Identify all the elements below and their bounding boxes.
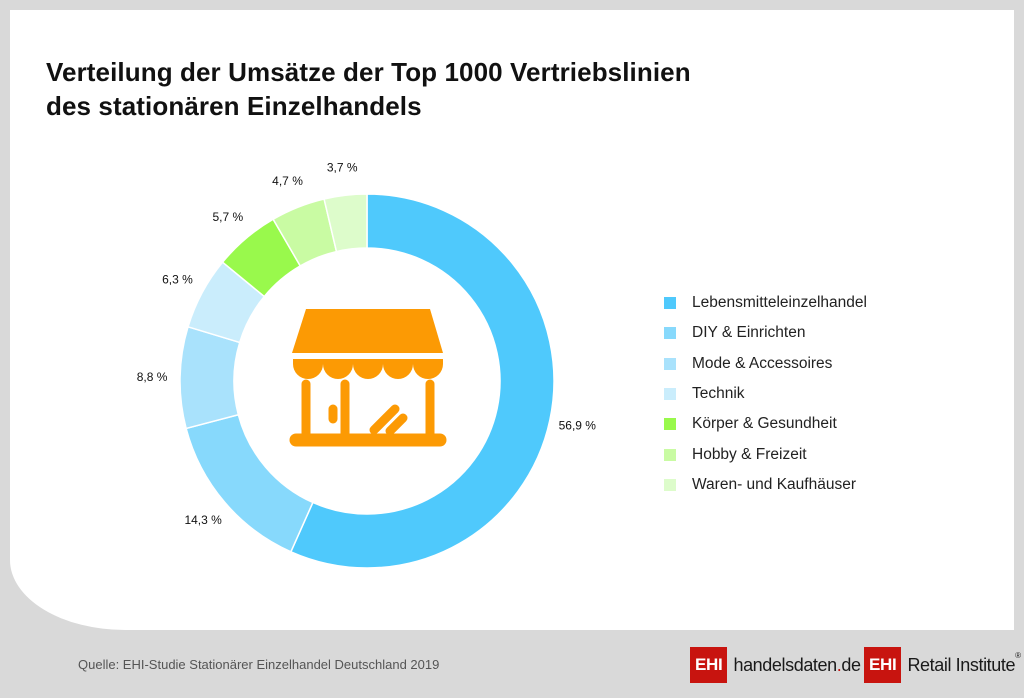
donut-slice-3 bbox=[179, 325, 241, 430]
data-label-6: 4,7 % bbox=[272, 174, 303, 188]
legend-swatch bbox=[664, 418, 676, 431]
legend-swatch bbox=[664, 327, 676, 340]
legend-item: Körper & Gesundheit bbox=[664, 409, 867, 439]
retail-institute-wordmark: Retail Institute® bbox=[907, 651, 1021, 676]
donut-slice-1 bbox=[289, 193, 555, 569]
legend-item: DIY & Einrichten bbox=[664, 318, 867, 348]
legend-item: Waren- und Kaufhäuser bbox=[664, 470, 867, 500]
legend-label: Waren- und Kaufhäuser bbox=[692, 475, 856, 493]
legend-item: Mode & Accessoires bbox=[664, 349, 867, 379]
legend-label: Hobby & Freizeit bbox=[692, 445, 807, 463]
data-label-3: 8,8 % bbox=[137, 370, 168, 384]
legend-item: Lebensmitteleinzelhandel bbox=[664, 288, 867, 318]
data-label-5: 5,7 % bbox=[212, 210, 243, 224]
chart-title: Verteilung der Umsätze der Top 1000 Vert… bbox=[46, 55, 691, 123]
registered-mark: ® bbox=[1015, 650, 1021, 660]
donut-data-labels: 56,9 % 14,3 % 8,8 % 6,3 % 5,7 % 4,7 % 3,7 % bbox=[137, 160, 597, 527]
wordmark-dot: . bbox=[836, 654, 842, 675]
data-label-2: 14,3 % bbox=[184, 513, 222, 527]
donut-slice-7 bbox=[323, 193, 368, 253]
source-note: Quelle: EHI-Studie Stationärer Einzelhan… bbox=[78, 657, 440, 672]
ehi-retail-institute-logo[interactable]: EHI Retail Institute® bbox=[864, 647, 1021, 683]
data-label-4: 6,3 % bbox=[162, 273, 193, 287]
data-label-7: 3,7 % bbox=[327, 160, 358, 174]
legend-swatch bbox=[664, 357, 676, 370]
handelsdaten-logo[interactable]: EHI handelsdaten.de bbox=[690, 647, 861, 683]
chart-title-line-2: des stationären Einzelhandels bbox=[46, 91, 422, 121]
legend-label: Technik bbox=[692, 385, 745, 403]
legend-swatch bbox=[664, 297, 676, 310]
donut-slices bbox=[179, 193, 555, 569]
legend-swatch bbox=[664, 388, 676, 401]
legend-item: Hobby & Freizeit bbox=[664, 439, 867, 469]
legend-item: Technik bbox=[664, 379, 867, 409]
legend-label: Mode & Accessoires bbox=[692, 354, 833, 372]
chart-title-line-1: Verteilung der Umsätze der Top 1000 Vert… bbox=[46, 57, 691, 87]
data-label-1: 56,9 % bbox=[559, 419, 597, 433]
ehi-logo-box: EHI bbox=[864, 647, 902, 683]
legend-swatch bbox=[664, 448, 676, 461]
legend-swatch bbox=[664, 478, 676, 491]
wordmark-part: de bbox=[841, 654, 861, 675]
wordmark-part: Retail Institute bbox=[907, 654, 1016, 675]
legend-label: Lebensmitteleinzelhandel bbox=[692, 294, 867, 312]
wordmark-part: handelsdaten bbox=[733, 654, 837, 675]
legend-label: DIY & Einrichten bbox=[692, 324, 806, 342]
chart-legend: Lebensmitteleinzelhandel DIY & Einrichten… bbox=[664, 288, 867, 500]
storefront-icon bbox=[289, 309, 447, 447]
handelsdaten-wordmark: handelsdaten.de bbox=[733, 654, 861, 676]
legend-label: Körper & Gesundheit bbox=[692, 415, 837, 433]
ehi-logo-box: EHI bbox=[690, 647, 728, 683]
